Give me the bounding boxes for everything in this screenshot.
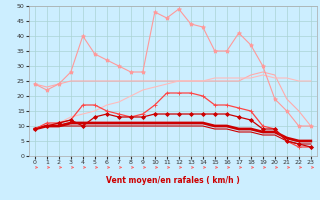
- X-axis label: Vent moyen/en rafales ( km/h ): Vent moyen/en rafales ( km/h ): [106, 176, 240, 185]
